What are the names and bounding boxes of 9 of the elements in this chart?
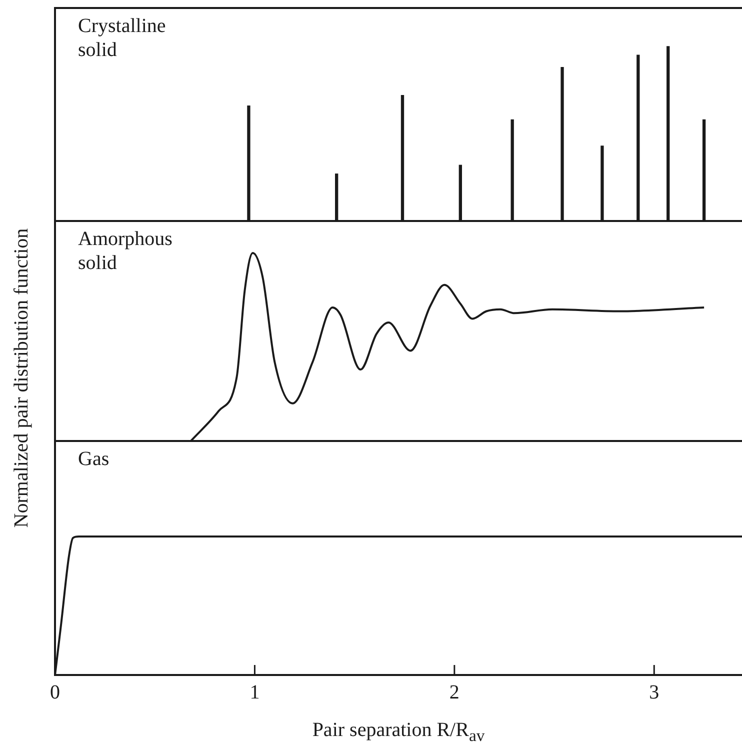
text: Gas bbox=[78, 447, 110, 471]
annotation: Crystalline solid bbox=[78, 14, 167, 62]
x-tick-label: 0 bbox=[50, 681, 60, 704]
x-axis-title: Pair separation R/R$_{av}$ bbox=[311, 719, 486, 746]
annotation: Amorphous solid bbox=[78, 227, 174, 275]
x-tick-label: 1 bbox=[250, 681, 260, 704]
y-axis-title: Normalized pair distribution function bbox=[10, 228, 34, 528]
x-tick-label: 2 bbox=[449, 681, 460, 704]
x-tick-label: 3 bbox=[649, 681, 660, 704]
